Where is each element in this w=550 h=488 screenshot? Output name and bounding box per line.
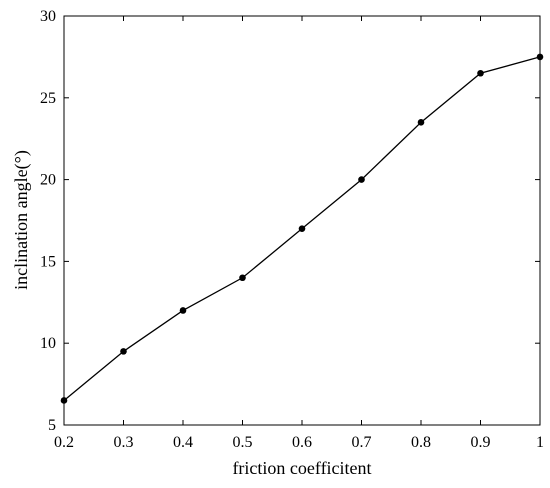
y-tick-label: 20 (40, 172, 56, 189)
x-tick-label: 0.9 (471, 434, 491, 451)
x-tick-label: 0.4 (173, 434, 193, 451)
x-tick-label: 0.6 (292, 434, 312, 451)
data-point (239, 274, 246, 282)
y-tick-label: 30 (40, 8, 56, 25)
x-tick-labels: 0.2 0.3 0.4 0.5 0.6 0.7 0.8 0.9 1 (54, 434, 544, 451)
y-tick-label: 15 (40, 253, 56, 270)
data-points (60, 53, 544, 404)
plot-area (63, 15, 541, 426)
x-tick-label: 0.8 (411, 434, 431, 451)
axis-ticks (63, 15, 541, 426)
data-point (417, 119, 425, 126)
x-tick-label: 0.3 (114, 434, 134, 451)
data-point (477, 69, 484, 77)
y-tick-label: 5 (48, 417, 56, 434)
y-tick-label: 25 (40, 90, 56, 107)
y-axis-label: inclination angle(°) (11, 150, 32, 290)
y-tick-labels: 5 10 15 20 25 30 (40, 8, 56, 434)
x-tick-label: 1 (536, 434, 544, 451)
data-point (60, 397, 68, 404)
x-axis-label: friction coefficitent (232, 458, 371, 478)
x-tick-label: 0.5 (233, 434, 253, 451)
data-point (298, 225, 306, 232)
x-tick-label: 0.2 (54, 434, 74, 451)
data-point (120, 348, 127, 355)
data-point (179, 307, 187, 314)
x-tick-label: 0.7 (352, 434, 372, 451)
data-point (358, 176, 365, 183)
y-tick-label: 10 (40, 335, 56, 352)
data-point (536, 53, 544, 61)
